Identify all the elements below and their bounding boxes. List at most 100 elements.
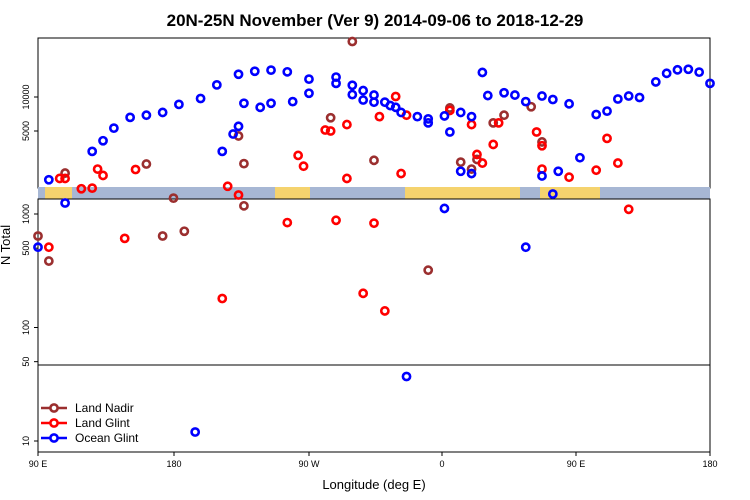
point-land-glint [298, 161, 309, 172]
point-ocean-glint [477, 67, 488, 78]
point-ocean-glint [98, 135, 108, 146]
point-land-glint [623, 204, 634, 215]
map-strip [38, 187, 710, 199]
point-ocean-glint [537, 171, 547, 181]
point-land-glint [564, 172, 574, 183]
point-land-nadir [168, 193, 179, 204]
point-land-glint [488, 139, 499, 150]
point-ocean-glint [455, 107, 466, 118]
point-ocean-glint [331, 72, 341, 83]
point-ocean-glint [591, 109, 602, 120]
point-ocean-glint [623, 91, 634, 101]
point-ocean-glint [694, 67, 705, 78]
point-land-glint [60, 173, 70, 184]
point-ocean-glint [547, 189, 558, 199]
point-ocean-glint [396, 107, 406, 118]
point-ocean-glint [564, 98, 574, 109]
legend-marker [49, 418, 59, 428]
point-ocean-glint [211, 79, 222, 90]
point-land-glint [217, 293, 228, 304]
point-land-glint [472, 149, 482, 160]
x-tick-label: 0 [439, 459, 444, 469]
point-land-glint [331, 215, 341, 226]
point-ocean-glint [466, 168, 477, 179]
point-land-glint [222, 181, 233, 192]
point-ocean-glint [190, 427, 201, 437]
point-ocean-glint [141, 110, 152, 121]
point-land-glint [591, 165, 602, 176]
axis-ticks: 90 E 180 90 W 0 90 E 180 10 50 100 500 1000 5000 100… [21, 84, 718, 469]
point-ocean-glint [379, 97, 390, 108]
x-tick-label: 90 W [298, 459, 320, 469]
point-land-glint [293, 150, 304, 161]
point-land-glint [369, 218, 379, 229]
point-ocean-glint [174, 99, 184, 110]
point-ocean-glint [412, 111, 423, 122]
point-land-glint [342, 119, 352, 130]
point-land-glint [233, 190, 244, 200]
point-ocean-glint [547, 94, 558, 105]
point-land-nadir [239, 158, 249, 169]
point-ocean-glint [444, 127, 455, 137]
point-ocean-glint [43, 174, 54, 185]
point-land-glint [92, 164, 103, 174]
point-land-glint [119, 233, 130, 244]
point-land-glint [87, 183, 98, 194]
point-ocean-glint [537, 91, 547, 101]
y-tick-label: 100 [21, 320, 31, 335]
lower-plot-panel [37, 198, 711, 453]
y-tick-label: 500 [21, 241, 31, 256]
point-land-glint [98, 170, 108, 181]
point-ocean-glint [239, 98, 249, 109]
point-ocean-glint [455, 166, 466, 177]
point-ocean-glint [255, 102, 266, 113]
point-land-glint [43, 242, 54, 253]
point-ocean-glint [347, 80, 358, 91]
legend-label: Land Glint [75, 416, 130, 430]
point-land-nadir [466, 164, 477, 174]
point-land-glint [76, 183, 87, 194]
point-land-nadir [33, 231, 43, 241]
point-ocean-glint [287, 96, 298, 107]
point-ocean-glint [60, 198, 70, 208]
point-ocean-glint [282, 66, 293, 77]
point-ocean-glint [575, 152, 585, 163]
point-ocean-glint [347, 89, 358, 100]
point-land-glint [342, 173, 352, 184]
point-ocean-glint [108, 123, 119, 134]
y-tick-label: 50 [21, 357, 31, 367]
data-points [33, 36, 715, 437]
point-ocean-glint [390, 102, 401, 113]
point-ocean-glint [553, 166, 564, 177]
x-tick-label: 90 E [567, 459, 586, 469]
point-land-glint [390, 91, 401, 102]
point-ocean-glint [233, 121, 244, 132]
point-ocean-glint [157, 107, 168, 118]
point-land-glint [358, 288, 369, 299]
point-land-glint [130, 164, 141, 175]
point-land-nadir [60, 168, 70, 178]
map-land-patch [45, 187, 72, 199]
point-land-glint [537, 140, 547, 151]
point-land-nadir [369, 155, 379, 166]
point-land-glint [54, 173, 65, 184]
point-land-nadir [488, 117, 499, 128]
point-land-glint [612, 158, 623, 168]
map-land-patch [275, 187, 310, 199]
point-ocean-glint [439, 203, 450, 214]
point-ocean-glint [439, 111, 450, 121]
point-ocean-glint [466, 111, 477, 122]
x-tick-label: 180 [702, 459, 717, 469]
point-land-glint [444, 105, 455, 116]
point-land-nadir [455, 157, 466, 168]
point-ocean-glint [612, 94, 623, 104]
point-ocean-glint [87, 146, 98, 157]
point-ocean-glint [510, 90, 520, 100]
map-land-patch [405, 187, 520, 199]
map-ocean-band [38, 187, 710, 199]
point-ocean-glint [602, 106, 612, 117]
point-ocean-glint [266, 65, 276, 76]
chart-title: 20N-25N November (Ver 9) 2014-09-06 to 2… [167, 11, 584, 30]
